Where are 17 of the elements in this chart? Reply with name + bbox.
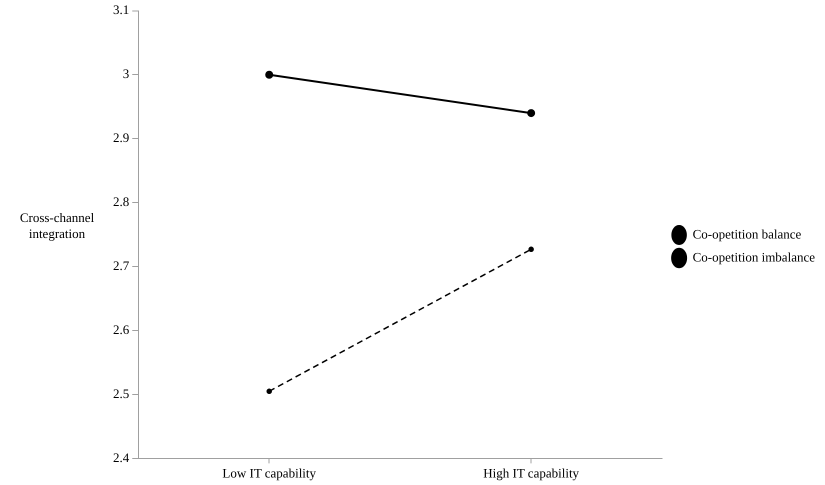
point bbox=[527, 109, 536, 118]
y-tick-label: 3 bbox=[122, 66, 130, 82]
y-tick-label: 2.4 bbox=[113, 450, 130, 465]
point bbox=[528, 246, 534, 252]
y-tick-label: 2.6 bbox=[113, 322, 130, 337]
point bbox=[266, 388, 272, 394]
legend-label: Co-opetition balance bbox=[692, 226, 802, 242]
y-axis-title: Cross-channel integration bbox=[18, 210, 96, 242]
x-tick-label: Low IT capability bbox=[222, 466, 317, 481]
legend-label: Co-opetition imbalance bbox=[692, 249, 816, 264]
y-tick-label: 2.5 bbox=[113, 386, 130, 401]
y-tick-label: 2.8 bbox=[113, 194, 130, 210]
x-tick-label: High IT capability bbox=[483, 466, 580, 481]
point bbox=[265, 70, 274, 79]
y-tick-label: 3.1 bbox=[113, 2, 130, 18]
y-tick-label: 2.7 bbox=[113, 258, 130, 273]
y-tick-label: 2.9 bbox=[113, 130, 130, 146]
